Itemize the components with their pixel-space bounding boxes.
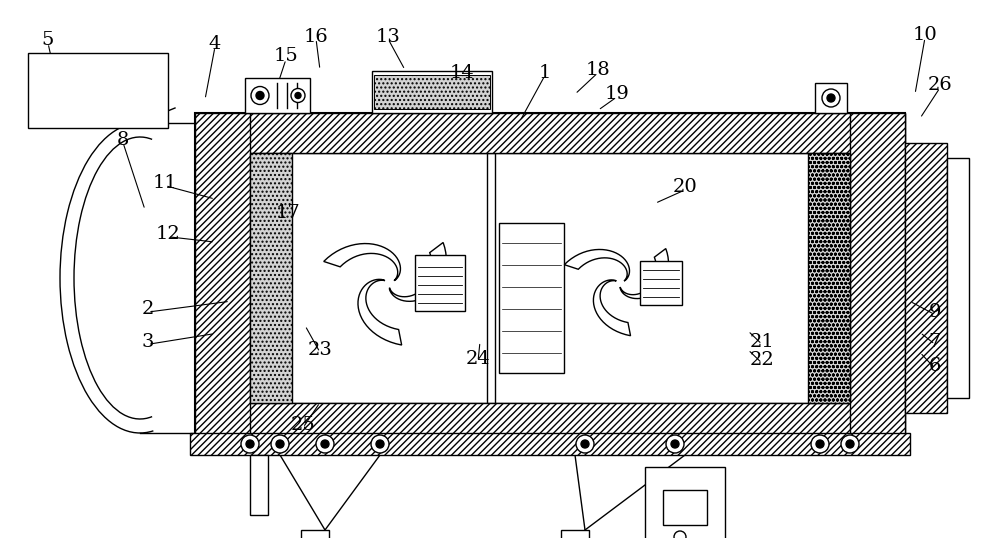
Circle shape (576, 435, 594, 453)
Text: 17: 17 (276, 203, 300, 222)
Circle shape (251, 87, 269, 104)
Circle shape (295, 93, 301, 98)
Text: 1: 1 (539, 63, 551, 82)
Bar (645, 467, 725, 538)
Circle shape (241, 435, 259, 453)
Bar (372, 71, 492, 113)
Text: 12: 12 (156, 225, 180, 243)
Text: 2: 2 (142, 300, 154, 318)
Bar (561, 530, 589, 538)
Bar (250, 455, 268, 515)
Bar (374, 75, 490, 109)
Bar (499, 223, 564, 373)
Text: 7: 7 (929, 332, 941, 351)
Text: 20: 20 (673, 178, 697, 196)
Bar (195, 113, 905, 443)
Text: 14: 14 (450, 63, 474, 82)
Circle shape (846, 440, 854, 448)
Polygon shape (324, 244, 400, 281)
Bar (195, 113, 905, 153)
Text: 25: 25 (291, 416, 315, 434)
Bar (250, 153, 292, 403)
Text: 8: 8 (117, 131, 129, 149)
Bar (905, 143, 947, 413)
Bar (28, 53, 168, 128)
Bar (415, 255, 464, 311)
Polygon shape (620, 249, 668, 299)
Bar (245, 78, 310, 113)
Text: 5: 5 (42, 31, 54, 49)
Circle shape (291, 88, 305, 103)
Circle shape (256, 91, 264, 100)
Text: 18: 18 (586, 61, 610, 79)
Circle shape (271, 435, 289, 453)
Text: 22: 22 (750, 351, 774, 370)
Bar (947, 158, 969, 398)
Text: 16: 16 (304, 27, 328, 46)
Text: 15: 15 (274, 47, 298, 66)
Circle shape (811, 435, 829, 453)
Circle shape (816, 440, 824, 448)
Text: 23: 23 (308, 341, 332, 359)
Text: 6: 6 (929, 357, 941, 375)
Bar (850, 113, 905, 443)
Text: 9: 9 (929, 303, 941, 321)
Text: 13: 13 (376, 27, 400, 46)
Text: 21: 21 (750, 332, 774, 351)
Circle shape (666, 435, 684, 453)
Circle shape (246, 440, 254, 448)
Text: 10: 10 (913, 26, 937, 44)
Text: 19: 19 (605, 85, 629, 103)
Polygon shape (358, 279, 402, 345)
Circle shape (581, 440, 589, 448)
Circle shape (316, 435, 334, 453)
Bar (195, 113, 250, 443)
Circle shape (822, 89, 840, 107)
Bar (195, 403, 905, 443)
Circle shape (276, 440, 284, 448)
Circle shape (827, 94, 835, 102)
Circle shape (671, 440, 679, 448)
Polygon shape (593, 280, 631, 336)
Bar (663, 490, 707, 525)
Circle shape (841, 435, 859, 453)
Circle shape (321, 440, 329, 448)
Bar (808, 153, 850, 403)
Text: 24: 24 (466, 350, 490, 369)
Text: 3: 3 (142, 332, 154, 351)
Circle shape (674, 531, 686, 538)
Bar (301, 530, 329, 538)
Circle shape (371, 435, 389, 453)
Circle shape (376, 440, 384, 448)
Polygon shape (564, 250, 630, 281)
Bar (815, 83, 847, 113)
Bar (640, 261, 682, 305)
Bar (190, 433, 910, 455)
Polygon shape (390, 243, 446, 301)
Text: 4: 4 (209, 35, 221, 53)
Text: 11: 11 (153, 174, 177, 192)
Text: 26: 26 (928, 76, 952, 94)
